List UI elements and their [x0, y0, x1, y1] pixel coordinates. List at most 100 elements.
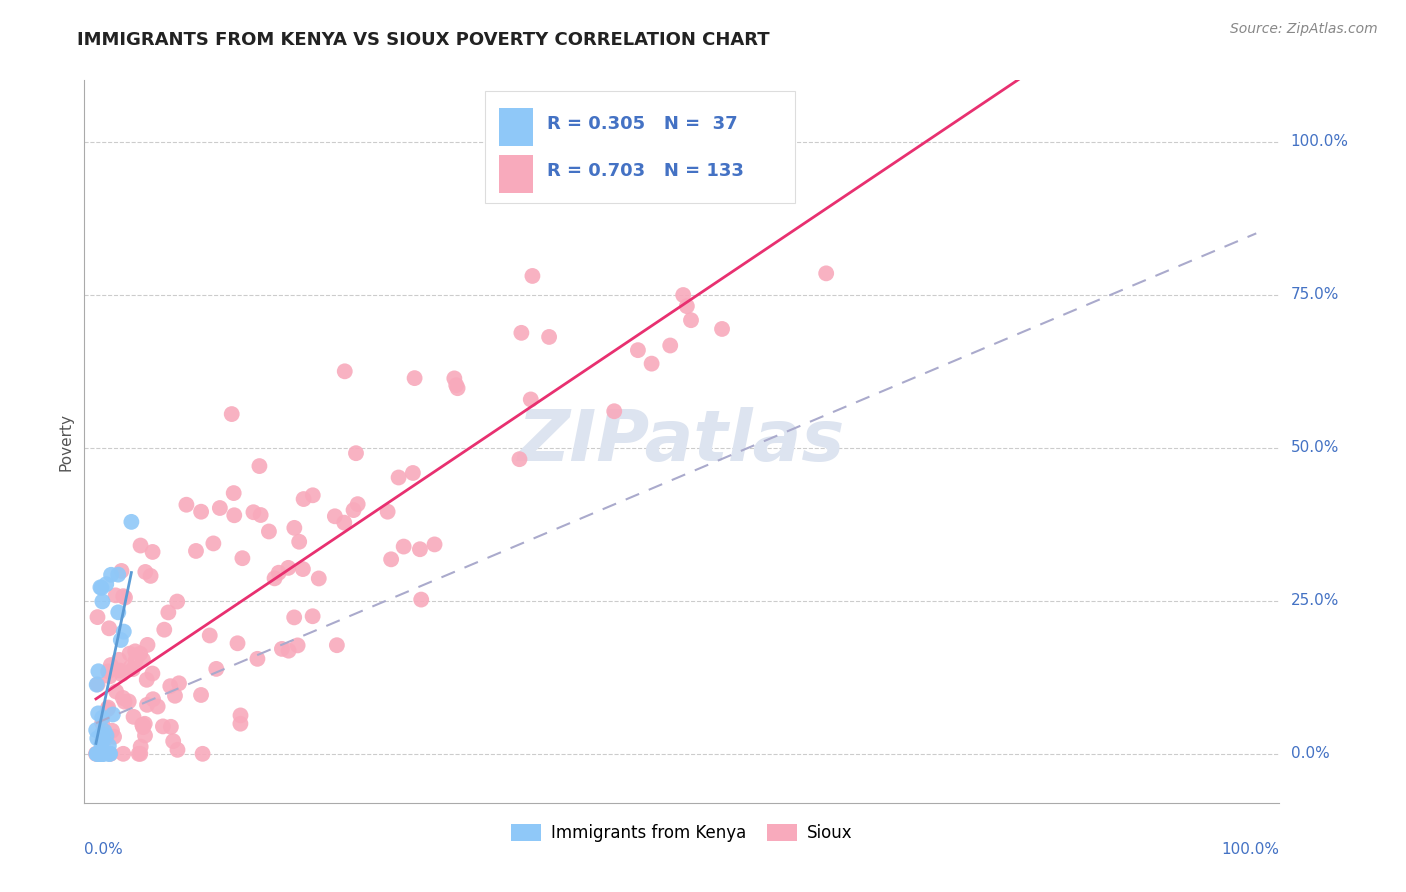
Point [101, 707, 124, 722]
Point [86, 678, 108, 692]
Point [308, 571, 330, 585]
Point [139, 569, 162, 583]
Point [446, 381, 468, 395]
Point [96, 577, 118, 591]
Point [114, 591, 136, 605]
Point [103, 730, 125, 744]
Point [136, 638, 159, 652]
Point [124, 653, 146, 667]
Point [153, 623, 176, 637]
Point [301, 609, 323, 624]
Text: 75.0%: 75.0% [1291, 287, 1339, 302]
Point [90, 747, 112, 761]
Point [711, 322, 734, 336]
Point [87, 747, 110, 761]
Point [815, 266, 838, 280]
Point [91, 747, 114, 761]
Point [97, 739, 120, 753]
Point [190, 505, 212, 519]
Point [672, 288, 695, 302]
Point [163, 689, 186, 703]
Point [229, 716, 252, 731]
Point [277, 643, 299, 657]
Point [224, 508, 246, 523]
Point [263, 571, 285, 585]
Point [659, 338, 682, 352]
Point [146, 699, 169, 714]
Point [128, 747, 150, 761]
Point [249, 459, 271, 474]
Point [277, 561, 299, 575]
Point [93, 724, 115, 739]
Point [132, 718, 155, 732]
Point [108, 653, 131, 667]
Point [120, 515, 142, 529]
Point [222, 486, 245, 500]
Point [132, 720, 155, 734]
Point [603, 404, 626, 418]
Point [91, 734, 114, 748]
Point [333, 516, 356, 530]
Point [141, 666, 163, 681]
Point [91, 733, 114, 747]
Point [108, 664, 131, 678]
Point [91, 747, 114, 761]
Point [86, 731, 108, 746]
Point [167, 676, 190, 690]
Bar [499, 108, 533, 146]
Point [267, 566, 290, 580]
Legend: Immigrants from Kenya, Sioux: Immigrants from Kenya, Sioux [505, 817, 859, 848]
Point [134, 565, 156, 579]
Point [100, 747, 122, 761]
Point [114, 695, 136, 709]
Point [100, 658, 122, 673]
Point [444, 378, 467, 392]
Point [679, 313, 702, 327]
Point [129, 647, 152, 661]
Point [101, 723, 124, 738]
Point [90, 727, 112, 741]
Text: R = 0.703   N = 133: R = 0.703 N = 133 [547, 161, 744, 179]
Point [129, 739, 152, 754]
Point [176, 498, 198, 512]
Point [288, 534, 311, 549]
Point [287, 639, 309, 653]
Point [380, 552, 402, 566]
Point [112, 624, 135, 639]
Point [166, 594, 188, 608]
Point [162, 734, 184, 748]
Point [104, 588, 127, 602]
Point [121, 662, 143, 676]
Point [86, 610, 108, 624]
Point [184, 544, 207, 558]
Text: 100.0%: 100.0% [1291, 134, 1348, 149]
Point [226, 636, 249, 650]
Point [90, 736, 112, 750]
Point [134, 716, 156, 731]
Point [291, 562, 314, 576]
Point [112, 747, 135, 761]
Point [142, 692, 165, 706]
Point [135, 673, 157, 687]
Point [198, 628, 221, 642]
Point [98, 747, 121, 761]
Point [131, 718, 153, 732]
Point [202, 536, 225, 550]
Point [387, 470, 409, 484]
Point [86, 747, 108, 761]
Point [342, 503, 364, 517]
Point [283, 610, 305, 624]
Point [124, 644, 146, 658]
Point [157, 606, 180, 620]
Text: IMMIGRANTS FROM KENYA VS SIOUX POVERTY CORRELATION CHART: IMMIGRANTS FROM KENYA VS SIOUX POVERTY C… [77, 31, 770, 49]
Point [89, 747, 111, 761]
Point [242, 505, 264, 519]
Point [676, 299, 699, 313]
Point [84, 723, 107, 738]
Point [301, 488, 323, 502]
Point [411, 592, 433, 607]
Point [344, 446, 367, 460]
Text: Source: ZipAtlas.com: Source: ZipAtlas.com [1230, 22, 1378, 37]
Point [136, 698, 159, 712]
Bar [499, 155, 533, 193]
